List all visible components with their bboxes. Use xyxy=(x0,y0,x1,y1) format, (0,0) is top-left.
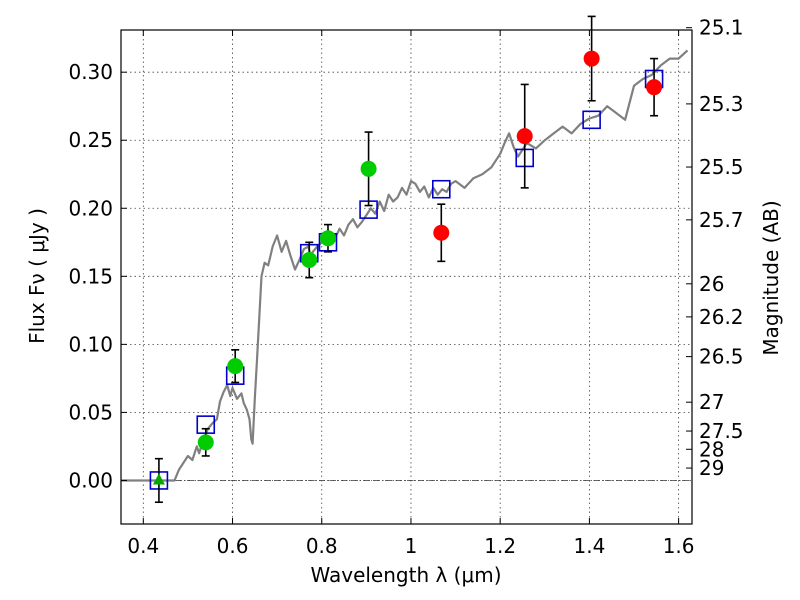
nir-data-point xyxy=(583,50,600,67)
y-tick-label: 0.05 xyxy=(68,400,113,424)
y-axis-label: Flux Fν ( μJy ) xyxy=(25,208,49,344)
y-tick-label: 0.20 xyxy=(68,196,113,220)
x-tick-label: 1.4 xyxy=(573,534,605,558)
tick-marks xyxy=(121,27,692,524)
magnitude-tick-label: 29 xyxy=(699,456,724,480)
magnitude-tick-label: 26.5 xyxy=(699,345,744,369)
x-tick-label: 0.6 xyxy=(217,534,249,558)
markers-layer xyxy=(149,15,664,504)
x-tick-label: 1.2 xyxy=(484,534,516,558)
y-tick-label: 0.25 xyxy=(68,128,113,152)
y-tick-label: 0.30 xyxy=(68,60,113,84)
optical-data-point xyxy=(227,358,244,375)
plot-frame xyxy=(120,29,693,525)
magnitude-tick-label: 26.2 xyxy=(699,305,744,329)
x-axis-label: Wavelength λ (μm) xyxy=(310,563,501,587)
magnitude-tick-label: 27 xyxy=(699,390,724,414)
grid-lines xyxy=(121,30,692,524)
magnitude-tick-label: 28 xyxy=(699,437,724,461)
nir-data-point xyxy=(433,224,450,241)
model-photometry-square xyxy=(582,110,601,130)
y-axis-right-label: Magnitude (AB) xyxy=(759,200,783,355)
optical-data-point xyxy=(319,230,336,247)
model-curve-layer xyxy=(121,49,689,482)
x-tick-label: 0.4 xyxy=(127,534,159,558)
x-tick-label: 1.6 xyxy=(663,534,695,558)
magnitude-tick-label: 26 xyxy=(699,272,724,296)
nir-data-point xyxy=(646,79,663,96)
model-photometry-square xyxy=(431,179,451,199)
nir-data-point xyxy=(516,128,533,145)
magnitude-tick-label: 25.3 xyxy=(699,92,744,116)
magnitude-tick-label: 25.5 xyxy=(699,155,744,179)
magnitude-tick-label: 25.7 xyxy=(699,208,744,232)
optical-data-point xyxy=(197,434,214,451)
optical-data-point xyxy=(360,160,377,177)
x-tick-label: 0.8 xyxy=(306,534,338,558)
y-tick-label: 0.15 xyxy=(68,264,113,288)
tick-labels: 0.4 0.6 0.8 1 1.2 1.4 1.6 0.00 0.05 0.10 0.15 0.20 0… xyxy=(68,16,743,558)
magnitude-tick-label: 27.5 xyxy=(699,419,744,443)
y-tick-label: 0.00 xyxy=(68,468,113,492)
optical-data-point xyxy=(301,251,318,268)
y-tick-label: 0.10 xyxy=(68,332,113,356)
x-tick-label: 1 xyxy=(405,534,418,558)
magnitude-tick-label: 25.1 xyxy=(699,16,744,40)
upper-limit-triangle xyxy=(152,473,165,485)
model-sed-curve xyxy=(121,49,689,482)
